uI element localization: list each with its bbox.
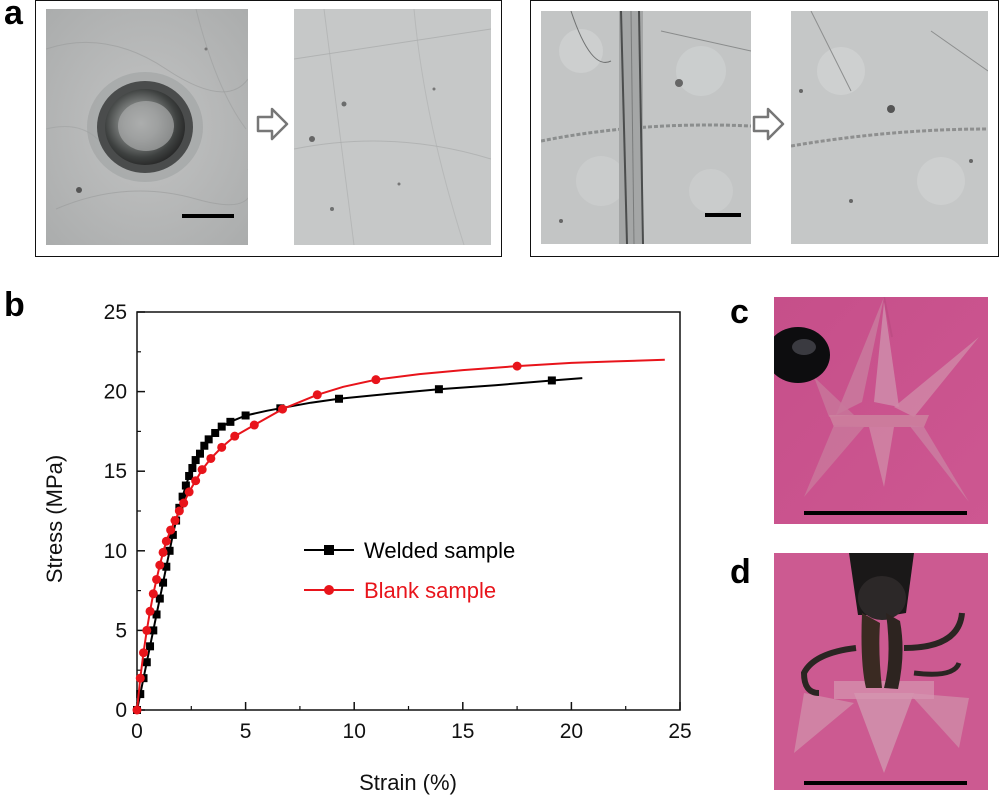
data-point-blank (148, 589, 158, 599)
legend-label-blank: Blank sample (364, 578, 496, 603)
data-point-welded (434, 385, 443, 394)
y-tick-label: 25 (104, 301, 127, 324)
data-point-welded (204, 435, 213, 444)
data-point-welded (241, 411, 250, 420)
scale-bar (804, 511, 967, 515)
scale-bar (705, 213, 741, 217)
y-tick-label: 20 (104, 381, 127, 404)
y-tick-label: 10 (104, 540, 127, 563)
y-tick-label: 0 (115, 699, 127, 722)
series-line-blank (136, 358, 665, 711)
micrograph-crack-before (541, 11, 751, 244)
data-point-welded (211, 428, 220, 437)
x-tick-label: 15 (451, 720, 474, 743)
data-point-welded (142, 658, 151, 667)
panel-label-b: b (4, 286, 25, 324)
data-point-blank (161, 536, 171, 546)
outlined-right-arrow-icon (752, 106, 786, 147)
y-tick-label: 5 (115, 619, 127, 642)
data-point-blank (170, 516, 180, 526)
x-axis-title: Strain (%) (359, 770, 457, 795)
panel-label-c: c (730, 293, 749, 331)
data-point-welded (185, 471, 194, 480)
data-point-welded (547, 376, 556, 385)
data-point-blank (166, 525, 176, 535)
x-tick-label: 5 (240, 720, 252, 743)
data-point-welded (334, 394, 343, 403)
data-point-welded (159, 578, 168, 587)
data-point-welded (152, 610, 161, 619)
data-point-welded (195, 449, 204, 458)
data-point-welded (155, 594, 164, 603)
plot-frame (136, 311, 681, 711)
legend-label-welded: Welded sample (364, 538, 515, 563)
legend-marker-blank (324, 585, 334, 595)
scale-bar (804, 781, 967, 785)
data-point-welded (168, 530, 177, 539)
data-point-welded (146, 642, 155, 651)
data-point-blank (135, 673, 145, 683)
x-tick-label: 0 (131, 720, 143, 743)
data-point-blank (371, 375, 381, 385)
data-point-welded (165, 546, 174, 555)
data-point-blank (158, 547, 168, 557)
data-point-blank (206, 453, 216, 463)
data-point-blank (249, 420, 259, 430)
data-point-welded (136, 690, 145, 699)
data-point-blank (139, 648, 149, 658)
data-point-blank (197, 465, 207, 475)
data-point-welded (200, 441, 209, 450)
outlined-right-arrow-icon (256, 106, 290, 147)
data-point-blank (217, 442, 227, 452)
data-point-blank (179, 498, 189, 508)
data-point-welded (217, 422, 226, 431)
data-point-welded (181, 481, 190, 490)
micrograph-pore-after (294, 9, 491, 245)
data-point-blank (152, 574, 162, 584)
chart-series (132, 358, 665, 715)
data-point-welded (226, 417, 235, 426)
data-point-blank (184, 487, 194, 497)
data-point-blank (512, 361, 522, 371)
photo-gripper-closed (774, 553, 988, 790)
legend: Welded sample Blank sample (304, 538, 515, 603)
data-point-welded (178, 492, 187, 501)
chart-axes: 0 5 10 15 20 25 0 5 10 15 20 25 (104, 301, 692, 743)
y-tick-label: 15 (104, 460, 127, 483)
legend-marker-welded (324, 545, 334, 555)
micrograph-pore-before (46, 9, 248, 245)
data-point-blank (174, 506, 184, 516)
photo-gripper-open (774, 297, 988, 524)
data-point-welded (162, 562, 171, 571)
panel-label-d: d (730, 553, 751, 591)
data-point-welded (188, 464, 197, 473)
data-point-blank (230, 431, 240, 441)
data-point-blank (142, 625, 152, 635)
scale-bar (182, 214, 234, 218)
data-point-blank (132, 705, 142, 715)
panel-label-a: a (4, 0, 23, 32)
x-tick-label: 10 (343, 720, 366, 743)
series-line-welded (136, 377, 583, 711)
data-point-welded (149, 626, 158, 635)
micrograph-crack-after (791, 11, 988, 244)
data-point-welded (191, 456, 200, 465)
data-point-blank (312, 390, 322, 400)
x-tick-label: 25 (668, 720, 691, 743)
stress-strain-chart: 0 5 10 15 20 25 0 5 10 15 20 25 Strain (%) Stress (… (42, 301, 692, 795)
data-point-blank (191, 476, 201, 486)
y-axis-title: Stress (MPa) (42, 455, 67, 583)
data-point-blank (145, 606, 155, 616)
data-point-blank (155, 560, 165, 570)
data-point-blank (278, 404, 288, 414)
x-tick-label: 20 (560, 720, 583, 743)
